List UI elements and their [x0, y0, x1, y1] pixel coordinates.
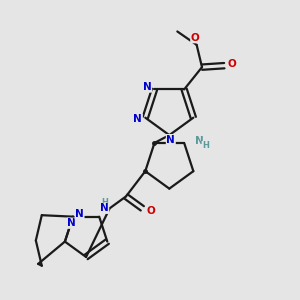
Text: N: N: [134, 114, 142, 124]
Text: N: N: [195, 136, 203, 146]
Text: N: N: [143, 82, 152, 92]
Text: O: O: [228, 59, 237, 70]
Text: N: N: [100, 203, 109, 213]
Text: N: N: [75, 209, 84, 219]
Text: N: N: [67, 218, 76, 228]
Text: H: H: [202, 141, 209, 150]
Text: N: N: [167, 135, 175, 145]
Text: H: H: [101, 199, 108, 208]
Text: O: O: [191, 33, 200, 43]
Text: O: O: [146, 206, 155, 216]
